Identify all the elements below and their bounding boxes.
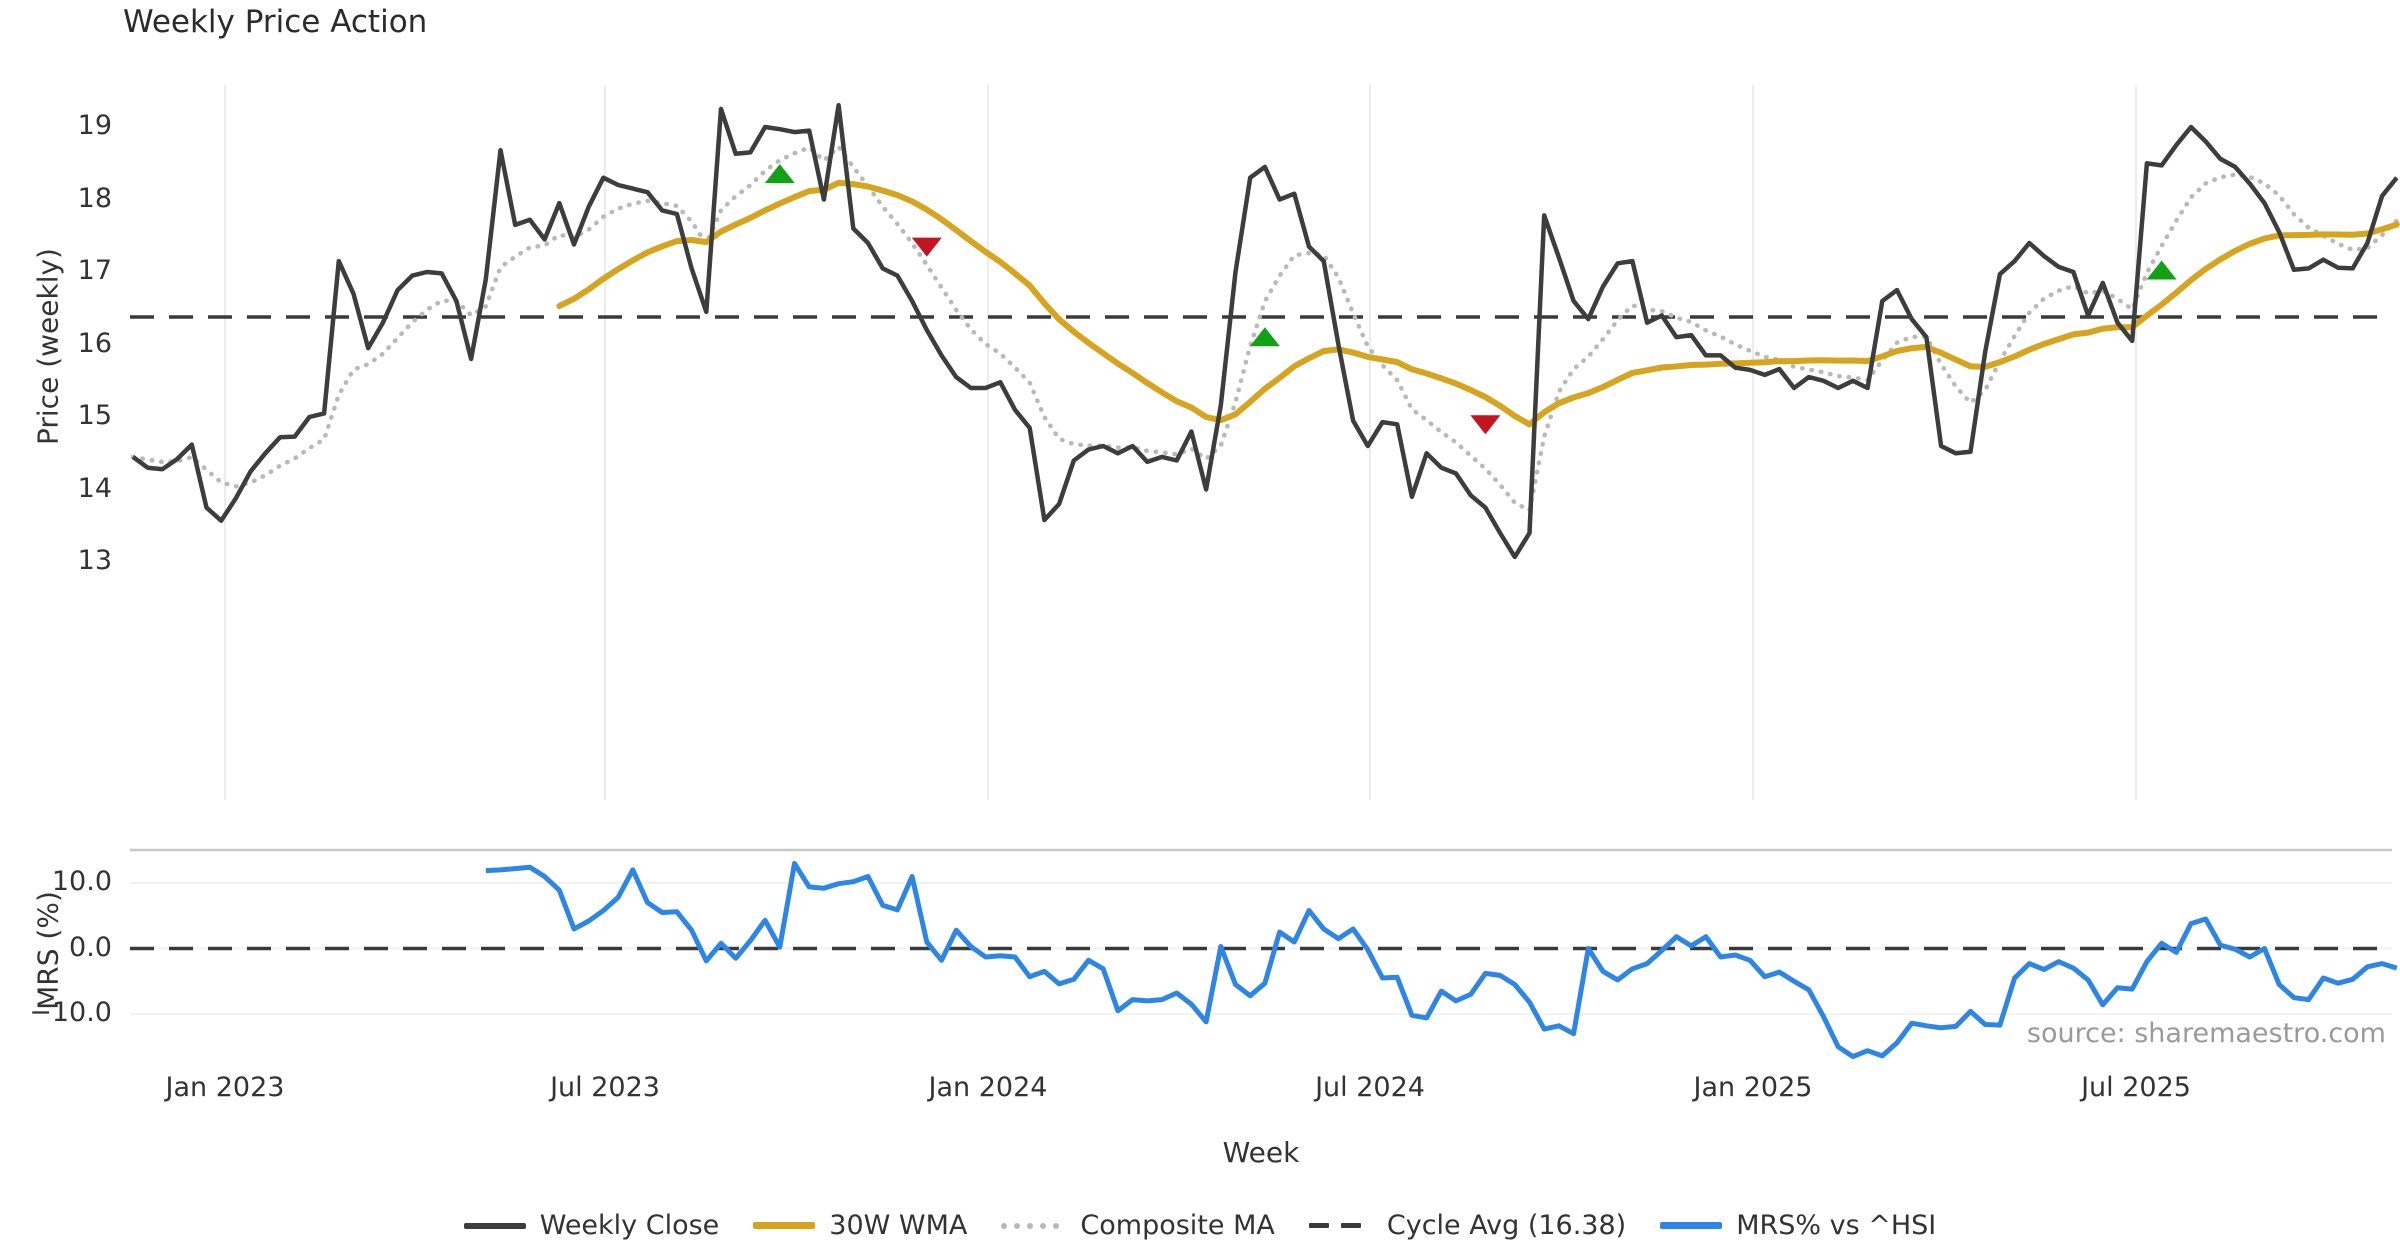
legend-sample-icon: [463, 1221, 526, 1231]
legend-item: Weekly Close: [463, 1210, 720, 1241]
price-tick-label: 16: [77, 327, 112, 359]
x-tick-label: Jul 2024: [1315, 1072, 1425, 1103]
legend-label: 30W WMA: [829, 1210, 968, 1241]
legend-item: Composite MA: [1001, 1210, 1275, 1241]
legend-label: Weekly Close: [539, 1210, 720, 1241]
legend-label: Composite MA: [1080, 1210, 1275, 1241]
x-tick-label: Jul 2023: [550, 1072, 660, 1103]
sell-signal-icon: [911, 237, 942, 257]
x-tick-label: Jan 2024: [928, 1072, 1048, 1103]
price-tick-label: 19: [77, 110, 112, 141]
legend-sample-icon: [1308, 1221, 1373, 1231]
wma-line: [556, 179, 2400, 428]
mrs-line: [485, 860, 2398, 1060]
signal-markers: [764, 164, 2177, 435]
price-tick-label: 13: [77, 545, 112, 576]
weekly-close-line: [131, 102, 2399, 560]
mrs-tick-label: 0.0: [69, 931, 112, 963]
legend-sample-icon: [753, 1221, 816, 1231]
mrs-axis-label: MRS (%): [31, 891, 65, 1010]
composite-ma-line: [130, 143, 2400, 514]
legend-sample-icon: [1660, 1221, 1723, 1231]
price-tick-label: 17: [77, 255, 112, 286]
legend-sample-icon: [1001, 1221, 1066, 1231]
price-tick-label: 15: [77, 400, 112, 431]
legend: Weekly Close 30W WMA Composite MA Cycle Avg…: [0, 1210, 2400, 1241]
price-tick-label: 18: [77, 182, 112, 214]
x-tick-label: Jan 2025: [1693, 1072, 1813, 1103]
mrs-tick-label: −10.0: [29, 997, 112, 1028]
legend-item: 30W WMA: [753, 1210, 967, 1241]
sell-signal-icon: [1470, 415, 1501, 435]
reference-lines: [130, 315, 2392, 951]
gridlines: [130, 85, 2392, 1015]
x-tick-label: Jul 2025: [2081, 1072, 2191, 1103]
x-tick-label: Jan 2023: [165, 1072, 285, 1103]
mrs-tick-label: 10.0: [51, 866, 112, 897]
buy-signal-icon: [1249, 327, 1280, 347]
legend-item: MRS% vs ^HSI: [1660, 1210, 1936, 1241]
price-tick-label: 14: [77, 472, 112, 504]
price-axis-label: Price (weekly): [31, 248, 65, 445]
x-axis-label: Week: [1222, 1136, 1300, 1169]
chart-title: Weekly Price Action: [123, 4, 428, 40]
legend-item: Cycle Avg (16.38): [1308, 1210, 1627, 1241]
buy-signal-icon: [2146, 260, 2177, 280]
source-credit: source: sharemaestro.com: [2026, 1018, 2386, 1049]
data-series: [130, 102, 2400, 1060]
legend-label: Cycle Avg (16.38): [1386, 1210, 1627, 1241]
buy-signal-icon: [764, 164, 795, 184]
legend-label: MRS% vs ^HSI: [1736, 1210, 1937, 1241]
